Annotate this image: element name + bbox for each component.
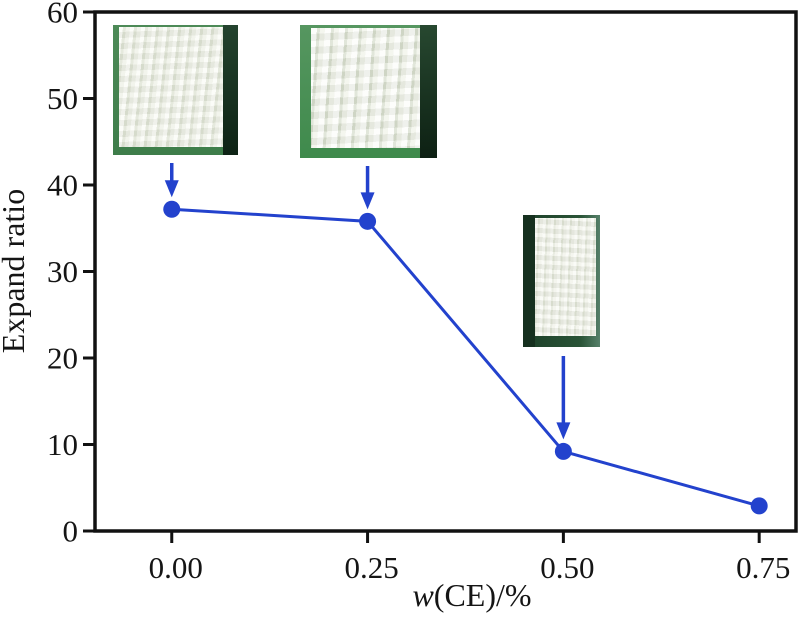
- annotation-arrowhead: [360, 192, 375, 210]
- inset-foam-photo-w050: [523, 215, 600, 347]
- x-axis-label-units: (CE)/%: [434, 577, 532, 613]
- photo-dark-edge: [223, 25, 238, 155]
- foam-texture: [535, 218, 596, 336]
- y-tick-label: 10: [47, 427, 78, 462]
- x-tick-label: 0.50: [540, 550, 594, 585]
- x-axis-label-symbol: w: [412, 577, 434, 613]
- data-line: [171, 207, 760, 508]
- y-tick-label: 20: [47, 341, 78, 376]
- data-point-0.50: [554, 442, 572, 460]
- y-tick-label: 30: [47, 254, 78, 289]
- inset-foam-photo-w000: [113, 25, 238, 155]
- data-point-0.75: [750, 497, 768, 515]
- y-tick-label: 40: [47, 168, 78, 203]
- plot-frame: [93, 10, 798, 533]
- y-tick-label: 0: [63, 514, 79, 549]
- annotation-arrowhead: [556, 422, 571, 440]
- x-axis-label: w(CE)/%: [412, 577, 531, 613]
- photo-dark-edge: [420, 25, 437, 158]
- data-point-0.25: [359, 212, 377, 230]
- foam-texture: [119, 27, 223, 147]
- inset-foam-photo-w025: [300, 25, 437, 158]
- y-tick-label: 50: [47, 81, 78, 116]
- photo-dark-edge: [523, 215, 535, 347]
- y-tick-label: 60: [47, 0, 78, 30]
- x-tick-label: 0.00: [149, 550, 203, 585]
- x-tick-label: 0.25: [344, 550, 398, 585]
- data-point-0.00: [163, 200, 181, 218]
- x-tick-label: 0.75: [736, 550, 790, 585]
- foam-texture: [311, 28, 420, 148]
- annotation-arrowhead: [164, 180, 179, 198]
- y-axis-label: Expand ratio: [0, 189, 31, 353]
